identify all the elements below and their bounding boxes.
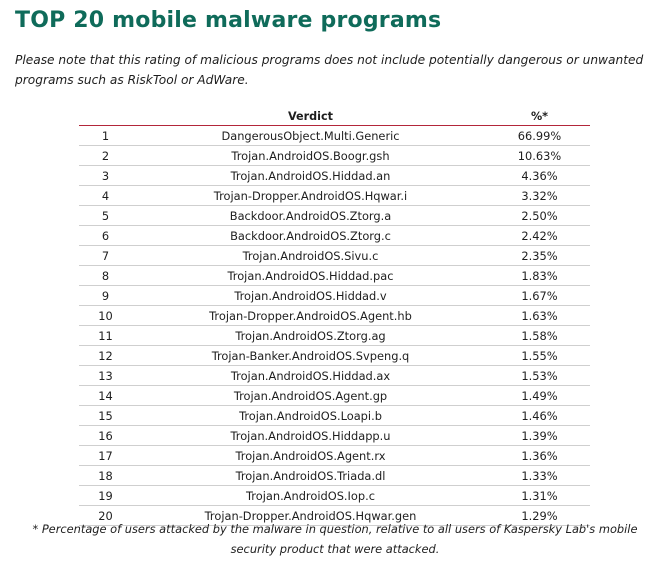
rank-column-header (79, 107, 132, 126)
rank-cell: 11 (79, 325, 132, 346)
percent-cell: 1.31% (489, 485, 590, 506)
table-row: 8 Trojan.AndroidOS.Hiddad.pac 1.83% (79, 265, 590, 286)
rank-cell: 18 (79, 465, 132, 486)
rank-cell: 19 (79, 485, 132, 506)
table-row: 5 Backdoor.AndroidOS.Ztorg.a 2.50% (79, 205, 590, 226)
table-row: 3 Trojan.AndroidOS.Hiddad.an 4.36% (79, 165, 590, 186)
table-row: 13 Trojan.AndroidOS.Hiddad.ax 1.53% (79, 365, 590, 386)
table-header-row: Verdict %* (79, 107, 590, 126)
table-body: 1 DangerousObject.Multi.Generic 66.99% 2 Tro… (79, 125, 590, 526)
rank-cell: 7 (79, 245, 132, 266)
percent-cell: 1.39% (489, 425, 590, 446)
table-row: 9 Trojan.AndroidOS.Hiddad.v 1.67% (79, 285, 590, 306)
percent-cell: 2.42% (489, 225, 590, 246)
table-row: 6 Backdoor.AndroidOS.Ztorg.c 2.42% (79, 225, 590, 246)
rank-cell: 9 (79, 285, 132, 306)
verdict-cell: Trojan-Dropper.AndroidOS.Hqwar.gen (132, 505, 489, 526)
verdict-cell: Trojan.AndroidOS.Triada.dl (132, 465, 489, 486)
table-row: 7 Trojan.AndroidOS.Sivu.c 2.35% (79, 245, 590, 266)
rank-cell: 16 (79, 425, 132, 446)
rank-cell: 12 (79, 345, 132, 366)
verdict-cell: Trojan.AndroidOS.Hiddad.pac (132, 265, 489, 286)
rank-cell: 3 (79, 165, 132, 186)
verdict-cell: Trojan.AndroidOS.Hiddad.an (132, 165, 489, 186)
percent-cell: 1.67% (489, 285, 590, 306)
rank-cell: 4 (79, 185, 132, 206)
table-row: 19 Trojan.AndroidOS.Iop.c 1.31% (79, 485, 590, 506)
verdict-cell: Trojan.AndroidOS.Loapi.b (132, 405, 489, 426)
verdict-cell: Trojan.AndroidOS.Hiddad.v (132, 285, 489, 306)
table-row: 2 Trojan.AndroidOS.Boogr.gsh 10.63% (79, 145, 590, 166)
table-row: 11 Trojan.AndroidOS.Ztorg.ag 1.58% (79, 325, 590, 346)
percent-cell: 1.55% (489, 345, 590, 366)
table-row: 4 Trojan-Dropper.AndroidOS.Hqwar.i 3.32% (79, 185, 590, 206)
percent-cell: 10.63% (489, 145, 590, 166)
verdict-cell: Trojan.AndroidOS.Iop.c (132, 485, 489, 506)
rating-note: Please note that this rating of maliciou… (15, 53, 644, 87)
percent-cell: 1.49% (489, 385, 590, 406)
rank-cell: 20 (79, 505, 132, 526)
percent-cell: 3.32% (489, 185, 590, 206)
footnote: * Percentage of users attacked by the ma… (32, 522, 638, 556)
verdict-cell: Trojan.AndroidOS.Boogr.gsh (132, 145, 489, 166)
rank-cell: 15 (79, 405, 132, 426)
table-row: 17 Trojan.AndroidOS.Agent.rx 1.36% (79, 445, 590, 466)
table-row: 18 Trojan.AndroidOS.Triada.dl 1.33% (79, 465, 590, 486)
percent-cell: 1.46% (489, 405, 590, 426)
rank-cell: 2 (79, 145, 132, 166)
rank-cell: 1 (79, 125, 132, 146)
rank-cell: 5 (79, 205, 132, 226)
percent-cell: 2.50% (489, 205, 590, 226)
rank-cell: 17 (79, 445, 132, 466)
verdict-cell: Trojan.AndroidOS.Sivu.c (132, 245, 489, 266)
rank-cell: 14 (79, 385, 132, 406)
verdict-cell: Backdoor.AndroidOS.Ztorg.c (132, 225, 489, 246)
percent-cell: 1.36% (489, 445, 590, 466)
table-row: 12 Trojan-Banker.AndroidOS.Svpeng.q 1.55% (79, 345, 590, 366)
percent-cell: 1.53% (489, 365, 590, 386)
verdict-cell: DangerousObject.Multi.Generic (132, 125, 489, 146)
rank-cell: 10 (79, 305, 132, 326)
rank-cell: 13 (79, 365, 132, 386)
percent-cell: 1.58% (489, 325, 590, 346)
verdict-cell: Trojan-Dropper.AndroidOS.Hqwar.i (132, 185, 489, 206)
verdict-cell: Trojan.AndroidOS.Hiddad.ax (132, 365, 489, 386)
verdict-cell: Trojan.AndroidOS.Hiddapp.u (132, 425, 489, 446)
verdict-cell: Trojan-Dropper.AndroidOS.Agent.hb (132, 305, 489, 326)
percent-cell: 4.36% (489, 165, 590, 186)
table-row: 16 Trojan.AndroidOS.Hiddapp.u 1.39% (79, 425, 590, 446)
page-title: TOP 20 mobile malware programs (15, 8, 442, 33)
table-row: 20 Trojan-Dropper.AndroidOS.Hqwar.gen 1.29… (79, 505, 590, 526)
table-row: 1 DangerousObject.Multi.Generic 66.99% (79, 125, 590, 146)
table-row: 15 Trojan.AndroidOS.Loapi.b 1.46% (79, 405, 590, 426)
table-row: 10 Trojan-Dropper.AndroidOS.Agent.hb 1.63% (79, 305, 590, 326)
verdict-cell: Trojan.AndroidOS.Ztorg.ag (132, 325, 489, 346)
verdict-cell: Trojan.AndroidOS.Agent.rx (132, 445, 489, 466)
percent-cell: 66.99% (489, 125, 590, 146)
rank-cell: 8 (79, 265, 132, 286)
verdict-column-header: Verdict (132, 107, 489, 126)
verdict-cell: Trojan-Banker.AndroidOS.Svpeng.q (132, 345, 489, 366)
percent-cell: 1.63% (489, 305, 590, 326)
percent-cell: 1.29% (489, 505, 590, 526)
verdict-cell: Trojan.AndroidOS.Agent.gp (132, 385, 489, 406)
rank-cell: 6 (79, 225, 132, 246)
percent-column-header: %* (489, 107, 590, 126)
percent-cell: 1.83% (489, 265, 590, 286)
percent-cell: 2.35% (489, 245, 590, 266)
verdict-cell: Backdoor.AndroidOS.Ztorg.a (132, 205, 489, 226)
percent-cell: 1.33% (489, 465, 590, 486)
malware-table: Verdict %* 1 DangerousObject.Multi.Generi… (79, 107, 590, 526)
table-row: 14 Trojan.AndroidOS.Agent.gp 1.49% (79, 385, 590, 406)
